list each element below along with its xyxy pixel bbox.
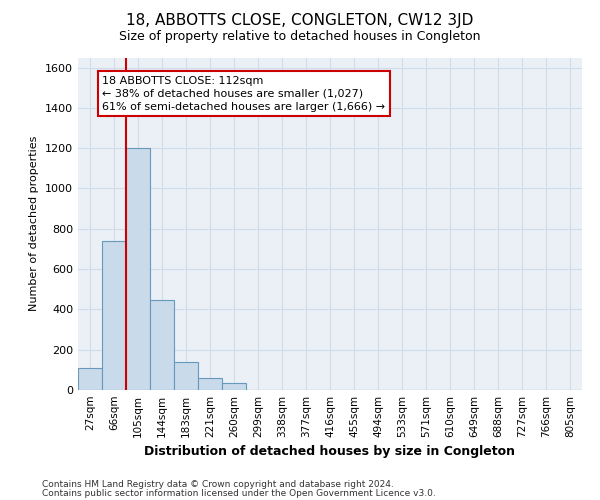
Bar xyxy=(102,241,126,390)
Bar xyxy=(150,300,174,390)
Bar xyxy=(222,383,246,390)
Bar xyxy=(174,362,198,390)
Text: Contains HM Land Registry data © Crown copyright and database right 2024.: Contains HM Land Registry data © Crown c… xyxy=(42,480,394,489)
Y-axis label: Number of detached properties: Number of detached properties xyxy=(29,136,40,312)
Text: 18 ABBOTTS CLOSE: 112sqm
← 38% of detached houses are smaller (1,027)
61% of sem: 18 ABBOTTS CLOSE: 112sqm ← 38% of detach… xyxy=(102,76,385,112)
Bar xyxy=(78,368,102,390)
Bar xyxy=(126,148,150,390)
Text: Contains public sector information licensed under the Open Government Licence v3: Contains public sector information licen… xyxy=(42,488,436,498)
Text: Size of property relative to detached houses in Congleton: Size of property relative to detached ho… xyxy=(119,30,481,43)
Bar xyxy=(198,378,222,390)
X-axis label: Distribution of detached houses by size in Congleton: Distribution of detached houses by size … xyxy=(145,446,515,458)
Text: 18, ABBOTTS CLOSE, CONGLETON, CW12 3JD: 18, ABBOTTS CLOSE, CONGLETON, CW12 3JD xyxy=(127,12,473,28)
